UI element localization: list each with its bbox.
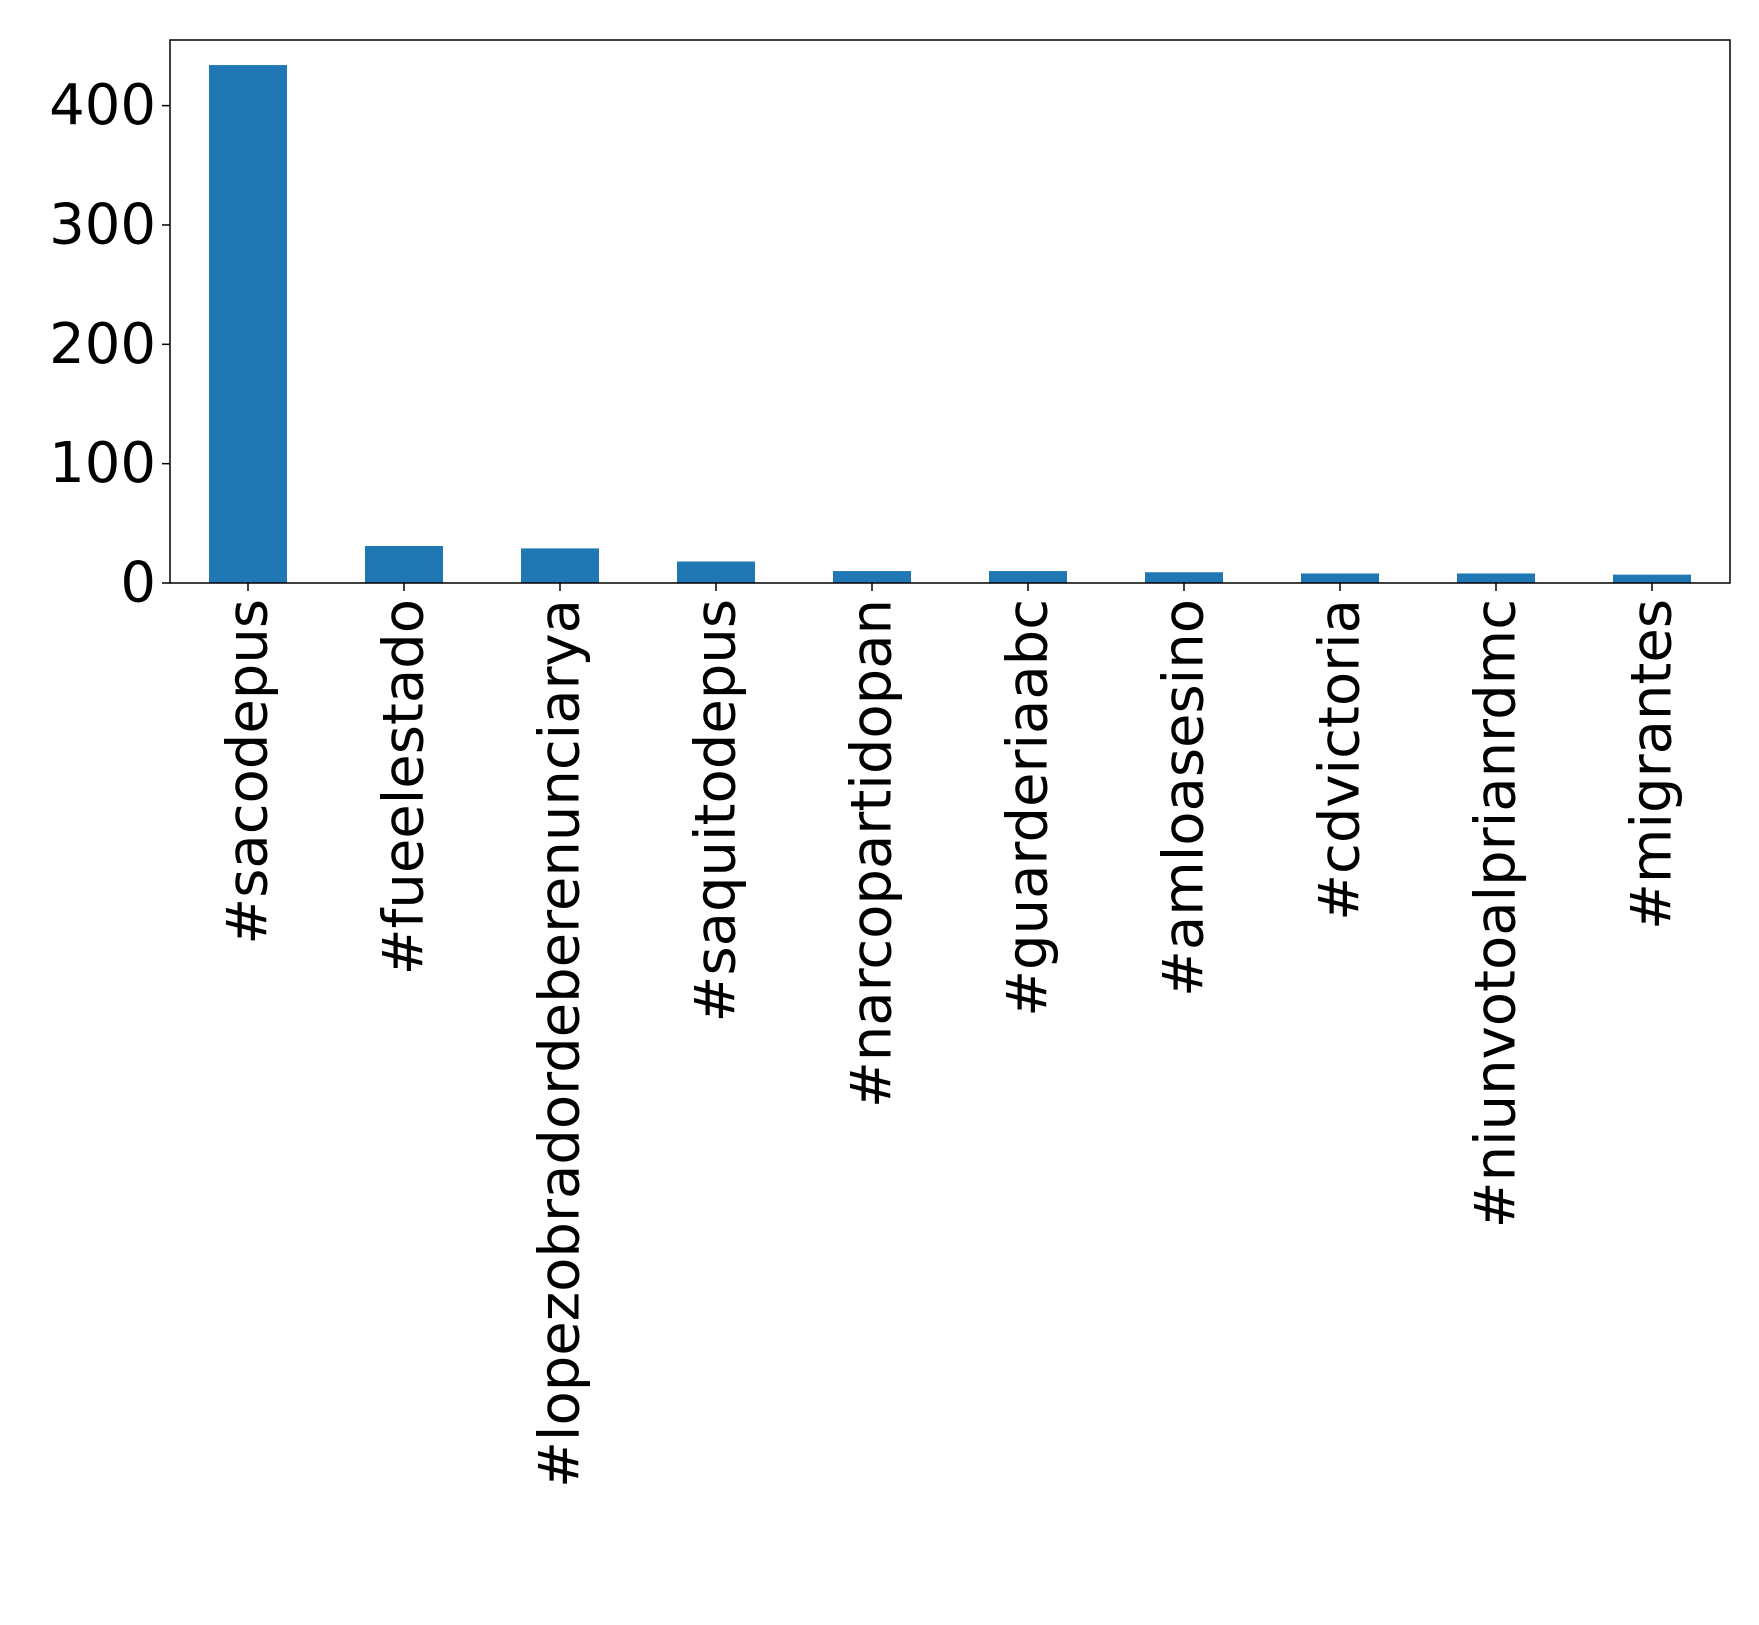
bar bbox=[209, 65, 287, 584]
x-tick-label: #migrantes bbox=[1620, 599, 1685, 930]
bar bbox=[365, 546, 443, 583]
x-tick-label: #saquitodepus bbox=[684, 599, 749, 1022]
bar bbox=[521, 548, 599, 583]
x-tick-label: #sacodepus bbox=[216, 599, 281, 945]
x-tick-label: #guarderiaabc bbox=[996, 599, 1061, 1017]
bar bbox=[1301, 573, 1379, 583]
x-tick-label: #cdvictoria bbox=[1308, 599, 1373, 921]
plot-area-frame bbox=[169, 39, 1731, 584]
y-tick-label: 0 bbox=[120, 551, 156, 616]
x-tick-label: #narcopartidopan bbox=[840, 599, 905, 1108]
bar bbox=[1145, 572, 1223, 583]
bars-layer bbox=[209, 65, 1691, 584]
bar bbox=[989, 571, 1067, 583]
bar bbox=[677, 561, 755, 583]
x-tick-label: #amloasesino bbox=[1152, 599, 1217, 997]
y-tick-label: 400 bbox=[49, 73, 156, 138]
y-tick-label: 100 bbox=[49, 431, 156, 496]
x-tick-label: #niunvotoalprianrdmc bbox=[1464, 599, 1529, 1228]
y-tick-label: 200 bbox=[49, 312, 156, 377]
x-tick-label: #lopezobradordeberenunciarya bbox=[528, 599, 593, 1488]
y-axis: 0 100 200 300 400 bbox=[49, 73, 170, 616]
bar bbox=[1457, 573, 1535, 583]
bar bbox=[1613, 574, 1691, 583]
x-tick-label: #fueelestado bbox=[372, 599, 437, 975]
bar bbox=[833, 571, 911, 583]
x-axis: #sacodepus #fueelestado #lopezobradordeber… bbox=[216, 583, 1685, 1488]
y-tick-label: 300 bbox=[49, 192, 156, 257]
